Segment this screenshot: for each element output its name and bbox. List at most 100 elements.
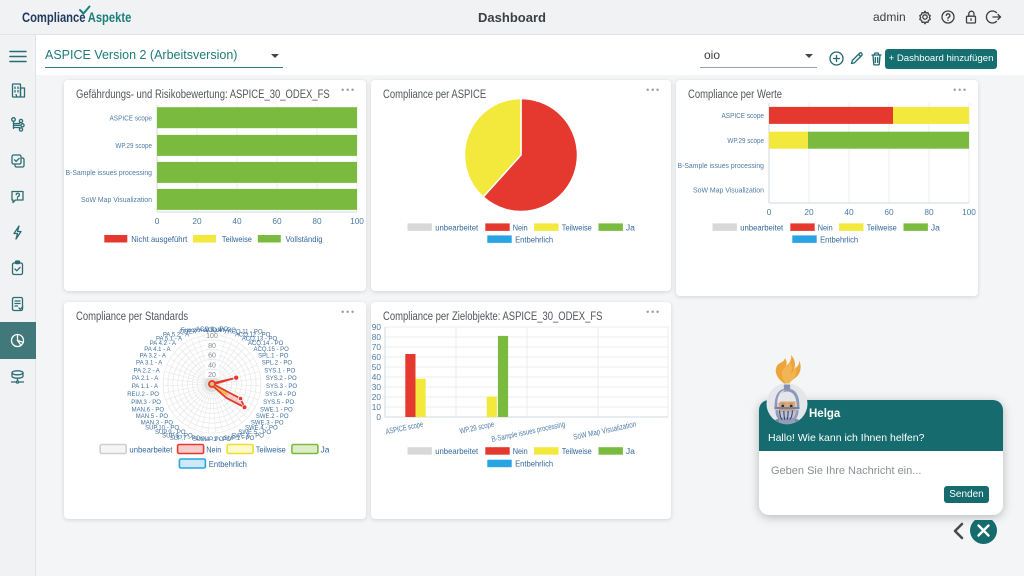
svg-text:100: 100 xyxy=(962,207,976,217)
svg-text:20: 20 xyxy=(372,392,382,402)
svg-text:SoW Map Visualization: SoW Map Visualization xyxy=(693,186,764,195)
svg-text:Functional Safety: Functional Safety xyxy=(181,328,227,334)
svg-text:ACQ.15 - PO: ACQ.15 - PO xyxy=(254,347,290,353)
svg-text:WP.29 scope: WP.29 scope xyxy=(727,136,764,145)
svg-text:Entbehrlich: Entbehrlich xyxy=(515,234,553,244)
svg-text:80: 80 xyxy=(372,332,382,342)
svg-text:PA 3.1 - A: PA 3.1 - A xyxy=(136,361,162,367)
svg-text:70: 70 xyxy=(372,342,382,352)
svg-text:Teilweise: Teilweise xyxy=(562,222,592,232)
svg-text:Nein: Nein xyxy=(818,222,833,232)
svg-text:Teilweise: Teilweise xyxy=(256,445,286,455)
svg-text:40: 40 xyxy=(844,207,854,217)
svg-text:ACQ.13 - PO: ACQ.13 - PO xyxy=(242,336,278,342)
svg-text:40: 40 xyxy=(208,362,216,369)
svg-text:SYS.2 - PO: SYS.2 - PO xyxy=(266,376,297,382)
svg-text:ASPICE scope: ASPICE scope xyxy=(110,114,153,123)
svg-text:40: 40 xyxy=(232,216,242,226)
svg-text:SUP.2 - PO: SUP.2 - PO xyxy=(201,437,232,443)
svg-text:SUP.7 - PO: SUP.7 - PO xyxy=(170,436,201,442)
svg-text:30: 30 xyxy=(372,382,382,392)
svg-text:SUP.4 - PO: SUP.4 - PO xyxy=(193,437,224,443)
svg-text:60: 60 xyxy=(372,352,382,362)
svg-text:10: 10 xyxy=(372,402,382,412)
svg-text:SUP.10 - PO: SUP.10 - PO xyxy=(145,426,179,432)
svg-text:100: 100 xyxy=(206,333,218,340)
svg-text:Nein: Nein xyxy=(513,446,528,456)
svg-text:Teilweise: Teilweise xyxy=(562,446,592,456)
svg-text:SWE.4 - PO: SWE.4 - PO xyxy=(245,426,278,432)
svg-text:unbearbeitet: unbearbeitet xyxy=(435,222,479,232)
svg-text:PA 5.2 - A: PA 5.2 - A xyxy=(163,332,189,338)
svg-text:100: 100 xyxy=(350,216,364,226)
svg-text:SUP.8 - PO: SUP.8 - PO xyxy=(162,434,193,440)
svg-text:ASPICE scope: ASPICE scope xyxy=(722,111,765,120)
svg-text:SUP.1 - PO: SUP.1 - PO xyxy=(224,436,255,442)
svg-text:SoW Map Visualization: SoW Map Visualization xyxy=(81,195,152,204)
svg-text:REU.2 - PO: REU.2 - PO xyxy=(127,392,159,398)
svg-text:SPL.1 - PO: SPL.1 - PO xyxy=(258,354,289,360)
svg-text:60: 60 xyxy=(884,207,894,217)
svg-text:PA 2.1 - A: PA 2.1 - A xyxy=(132,376,158,382)
svg-text:B-Sample issues processing: B-Sample issues processing xyxy=(678,161,765,170)
svg-text:unbearbeitet: unbearbeitet xyxy=(435,446,479,456)
svg-text:PA 2.2 - A: PA 2.2 - A xyxy=(134,368,160,374)
svg-text:SWE.6 - PO: SWE.6 - PO xyxy=(231,434,264,440)
svg-text:MAN.6 - PO: MAN.6 - PO xyxy=(132,407,165,413)
svg-text:SYS.4 - PO: SYS.4 - PO xyxy=(265,392,296,398)
svg-text:WP.29 scope: WP.29 scope xyxy=(459,420,496,436)
svg-text:0: 0 xyxy=(376,412,381,422)
svg-text:SWE.1 - PO: SWE.1 - PO xyxy=(260,407,293,413)
svg-text:SYS.1 - PO: SYS.1 - PO xyxy=(264,368,295,374)
svg-text:Entbehrlich: Entbehrlich xyxy=(209,459,247,469)
svg-text:PA 3.2 - A: PA 3.2 - A xyxy=(140,354,166,360)
svg-text:ACQ.3 - PO: ACQ.3 - PO xyxy=(196,327,228,333)
svg-text:ACQ.11 - PO: ACQ.11 - PO xyxy=(228,330,263,336)
svg-text:20: 20 xyxy=(208,372,216,379)
svg-text:60: 60 xyxy=(272,216,282,226)
svg-text:90: 90 xyxy=(372,322,382,332)
svg-text:Entbehrlich: Entbehrlich xyxy=(820,234,858,244)
svg-text:Nein: Nein xyxy=(206,445,221,455)
svg-text:80: 80 xyxy=(312,216,322,226)
svg-text:40: 40 xyxy=(372,372,382,382)
svg-text:0: 0 xyxy=(767,207,772,217)
svg-text:B-Sample issues processing: B-Sample issues processing xyxy=(491,420,566,444)
svg-text:Ja: Ja xyxy=(321,445,330,455)
svg-text:Vollständig: Vollständig xyxy=(286,234,323,244)
svg-text:SoW Map Visualization: SoW Map Visualization xyxy=(572,420,636,442)
svg-text:MAN.5 - PO: MAN.5 - PO xyxy=(136,414,169,420)
svg-text:SPL.2 - PO: SPL.2 - PO xyxy=(262,361,293,367)
svg-text:PA 1.1 - A: PA 1.1 - A xyxy=(132,384,158,390)
svg-text:Nein: Nein xyxy=(513,222,528,232)
svg-text:80: 80 xyxy=(924,207,934,217)
svg-text:SYS.5 - PO: SYS.5 - PO xyxy=(263,400,294,406)
svg-text:MAN.3 - PO: MAN.3 - PO xyxy=(141,420,174,426)
svg-text:Entbehrlich: Entbehrlich xyxy=(515,459,553,469)
svg-text:20: 20 xyxy=(804,207,814,217)
svg-text:unbearbeitet: unbearbeitet xyxy=(129,445,173,455)
svg-text:ODEX: ODEX xyxy=(179,330,196,336)
svg-text:SWE.3 - PO: SWE.3 - PO xyxy=(251,420,284,426)
svg-text:WP.29 scope: WP.29 scope xyxy=(115,141,152,150)
svg-text:Teilweise: Teilweise xyxy=(867,222,897,232)
svg-text:SYS.3 - PO: SYS.3 - PO xyxy=(266,384,297,390)
svg-text:Teilweise: Teilweise xyxy=(222,234,252,244)
svg-text:ACQ.12 - PO: ACQ.12 - PO xyxy=(235,332,271,338)
svg-text:Ja: Ja xyxy=(626,446,635,456)
svg-text:ACQ.4 - PO: ACQ.4 - PO xyxy=(204,328,236,334)
svg-text:80: 80 xyxy=(208,343,216,350)
svg-text:SUP.9 - PO: SUP.9 - PO xyxy=(155,430,186,436)
svg-text:50: 50 xyxy=(372,362,382,372)
svg-text:B-Sample issues processing: B-Sample issues processing xyxy=(66,168,153,177)
svg-text:PA 4.2 - A: PA 4.2 - A xyxy=(150,341,176,347)
svg-text:0: 0 xyxy=(155,216,160,226)
svg-text:PIM.3 - PO: PIM.3 - PO xyxy=(131,400,161,406)
svg-text:Ja: Ja xyxy=(931,222,940,232)
svg-text:Nicht ausgeführt: Nicht ausgeführt xyxy=(131,234,188,244)
svg-text:SWE.2 - PO: SWE.2 - PO xyxy=(256,414,289,420)
svg-text:Ja: Ja xyxy=(626,222,635,232)
svg-text:unbearbeitet: unbearbeitet xyxy=(740,222,784,232)
svg-text:SWE.5 - PO: SWE.5 - PO xyxy=(238,430,271,436)
svg-text:PA 5.1 - A: PA 5.1 - A xyxy=(156,336,182,342)
